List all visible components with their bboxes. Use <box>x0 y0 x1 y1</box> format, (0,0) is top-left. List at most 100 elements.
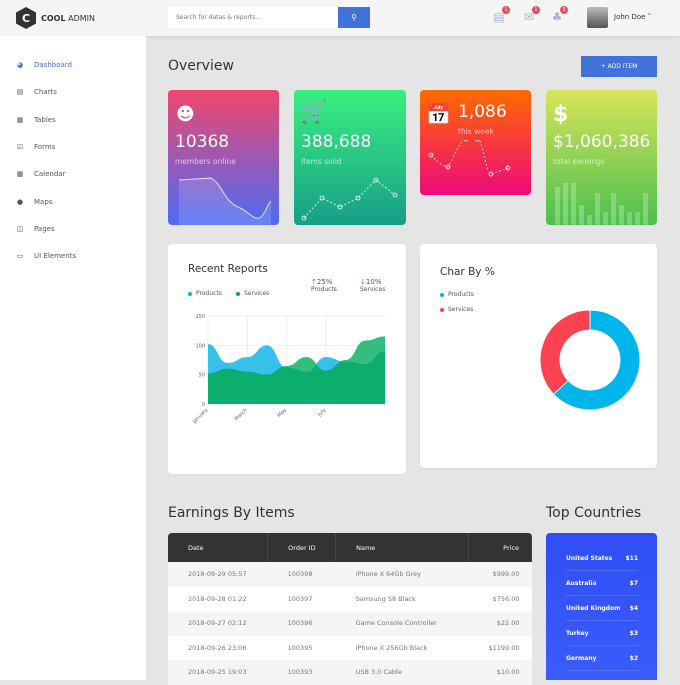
bar <box>643 193 648 225</box>
sidebar-item-tables[interactable]: ▦ Tables <box>16 116 56 124</box>
char-by-panel <box>420 244 657 468</box>
sidebar-item-forms[interactable]: ☑ Forms <box>16 143 55 151</box>
sidebar-item-ui-elements[interactable]: ▭ UI Elements <box>16 252 76 260</box>
bar <box>555 187 560 225</box>
table-cell: 2018-09-27 02:12 <box>168 611 268 636</box>
table-cell: iPhone X 256Gb Black <box>335 635 469 660</box>
table-row[interactable]: 2018-09-28 01:22 100397 Samsung S8 Black $7… <box>168 586 532 611</box>
notification-badge: 1 <box>502 6 510 14</box>
bar <box>635 212 640 225</box>
table-cell: Game Console Controller <box>335 611 469 636</box>
stat-value: 25% <box>316 278 333 286</box>
column-header[interactable]: Name <box>335 533 469 562</box>
country-value: $11 <box>625 554 638 562</box>
top-countries-panel: United States $11 Australia $7 United Kingdo… <box>546 533 657 680</box>
table-cell: 100397 <box>267 586 336 611</box>
logo-hex-icon: C <box>16 7 36 29</box>
table-row[interactable]: 2018-09-26 23:06 100395 iPhone X 256Gb Bla… <box>168 635 532 660</box>
desktop-icon: ▭ <box>16 252 24 261</box>
bar <box>619 205 624 225</box>
sidebar-item-label: Charts <box>34 88 57 97</box>
add-item-button[interactable]: + ADD ITEM <box>581 56 657 77</box>
stat-card-members: ☻ 10368 members online <box>168 90 279 225</box>
bell-icon[interactable]: ♣ 3 <box>550 6 568 24</box>
sidebar-item-label: Dashboard <box>34 61 72 69</box>
table-cell: $22.00 <box>468 611 532 636</box>
table-cell: $756.00 <box>468 586 532 611</box>
x-tick-label: January <box>191 407 209 425</box>
user-menu[interactable]: John Doe ˅ <box>614 13 651 21</box>
table-cell: Samsung S8 Black <box>335 586 469 611</box>
top-countries-title: Top Countries <box>546 505 642 521</box>
mail-icon[interactable]: ✉ 1 <box>522 6 540 24</box>
column-header[interactable]: Price <box>468 533 532 562</box>
y-tick-label: 150 <box>195 314 205 320</box>
stat-value: 1,086 <box>458 102 507 122</box>
calendar-icon: ▦ <box>16 170 24 179</box>
search-input[interactable] <box>168 7 338 28</box>
chat-icon[interactable]: ▤ 1 <box>492 6 510 24</box>
column-header[interactable]: Date <box>168 533 269 562</box>
x-tick-label: May <box>277 407 289 419</box>
table-cell: 100395 <box>267 635 336 660</box>
sidebar-item-label: Calendar <box>34 170 66 179</box>
sidebar-item-maps[interactable]: ● Maps <box>16 198 52 206</box>
bar <box>571 183 576 225</box>
recent-reports-chart: 0 50 100 150 January March May July <box>191 314 385 426</box>
sidebar-item-label: Maps <box>34 197 53 206</box>
donut-slice-services[interactable] <box>539 309 591 395</box>
legend-dot <box>440 307 444 312</box>
table-row[interactable]: 2018-09-27 02:12 100396 Game Console Contr… <box>168 611 532 636</box>
sidebar-item-pages[interactable]: ◫ Pages <box>16 225 55 233</box>
sparkline-items <box>301 177 398 221</box>
donut-chart <box>539 309 641 411</box>
country-value: $2 <box>629 654 638 662</box>
country-row: Turkey $3 <box>566 621 638 646</box>
arrow-up-icon: ↑ <box>311 278 317 286</box>
table-row[interactable]: 2018-09-25 19:03 100393 USB 3.0 Cable $10.0… <box>168 660 532 685</box>
table-cell: USB 3.0 Cable <box>335 660 469 685</box>
column-header[interactable]: Order ID <box>267 533 337 562</box>
country-row: United Kingdom $4 <box>566 596 638 621</box>
donut-slice-products[interactable] <box>552 309 641 411</box>
stat-label: items solid <box>301 157 342 166</box>
sidebar-item-charts[interactable]: ▤ Charts <box>16 88 57 96</box>
dollar-icon: $ <box>553 102 569 127</box>
table-cell: $999.00 <box>468 562 532 587</box>
search-button[interactable]: ⚲ <box>338 7 370 28</box>
notification-badge: 3 <box>560 6 568 14</box>
user-icon: ☻ <box>176 104 195 125</box>
map-pin-icon: ● <box>16 197 24 206</box>
dashboard-icon: ◕ <box>16 61 24 69</box>
bar <box>627 212 632 225</box>
stat-label: total earnings <box>553 157 605 166</box>
legend-dot <box>236 291 240 296</box>
legend-dot <box>440 292 444 297</box>
sidebar-item-calendar[interactable]: ▦ Calendar <box>16 170 66 179</box>
bar <box>587 215 592 225</box>
table-cell: 2018-09-25 19:03 <box>168 660 268 685</box>
bar <box>611 193 616 225</box>
page-title: Overview <box>168 58 234 74</box>
table-row[interactable]: 2018-09-29 05:57 100398 iPhone X 64Gb Grey… <box>168 562 532 587</box>
table-cell: $1199.00 <box>468 635 532 660</box>
y-tick-label: 50 <box>199 373 205 379</box>
sidebar: ◕ Dashboard ▤ Charts ▦ Tables ☑ Forms ▦ Calendar ●… <box>0 36 146 680</box>
legend-dot <box>188 291 192 296</box>
bar <box>563 183 568 225</box>
chart-icon: ▤ <box>16 88 24 97</box>
stat-card-items: 🛒 388,688 items solid <box>294 90 406 225</box>
logo[interactable]: C COOL ADMIN <box>0 0 146 36</box>
legend-services: Services <box>236 290 269 297</box>
table-cell: 100398 <box>267 562 336 587</box>
stat-value: 10368 <box>175 132 230 152</box>
earnings-table: Date Order ID Name Price 2018-09-29 05:57 100… <box>168 533 532 685</box>
avatar[interactable] <box>587 7 608 28</box>
legend-products: Products <box>188 290 222 297</box>
country-row: Germany $2 <box>566 646 638 671</box>
table-cell: 2018-09-28 01:22 <box>168 586 268 611</box>
earnings-title: Earnings By Items <box>168 505 295 521</box>
x-tick-label: March <box>234 407 249 422</box>
sidebar-item-dashboard[interactable]: ◕ Dashboard <box>16 61 72 69</box>
country-value: $7 <box>629 579 638 587</box>
